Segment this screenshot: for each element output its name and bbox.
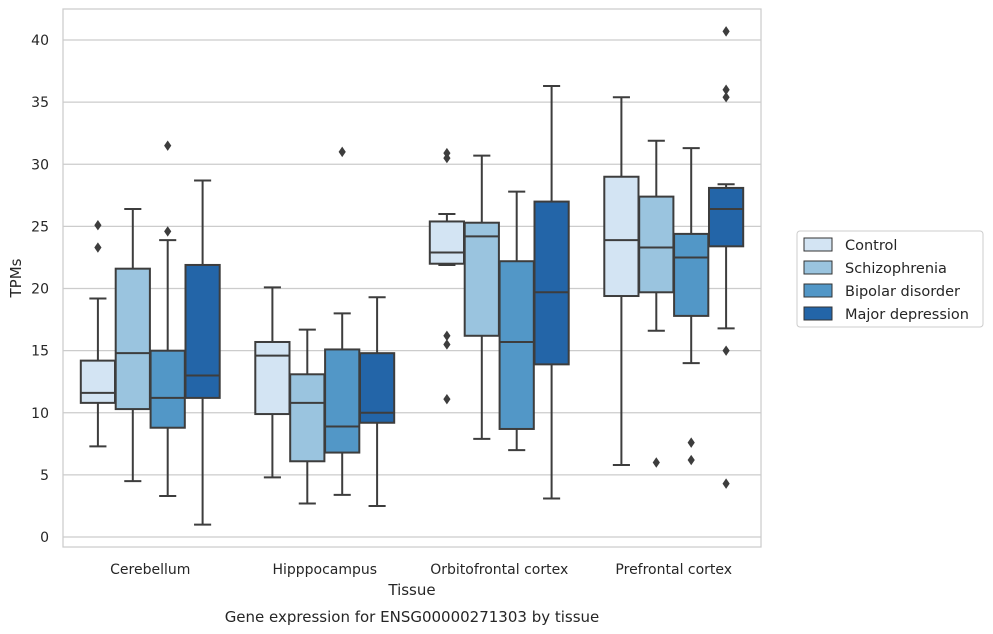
box-control	[254, 286, 291, 479]
box-bipolar-disorder	[498, 190, 535, 452]
legend: Control Schizophrenia Bipolar disorder M…	[796, 230, 984, 328]
box-control	[603, 96, 640, 466]
box-schizophrenia	[463, 154, 500, 440]
box-iqr	[149, 349, 186, 429]
legend-swatch-schizophrenia	[803, 260, 833, 275]
x-axis-title: Tissue	[387, 581, 435, 599]
y-tick-label: 35	[31, 95, 49, 111]
box-control	[428, 147, 466, 405]
y-tick-label: 15	[31, 344, 49, 360]
outlier-point	[722, 92, 730, 103]
box-bipolar-disorder	[673, 147, 710, 466]
box-iqr	[463, 221, 500, 337]
box-iqr	[707, 186, 745, 248]
box-iqr	[114, 267, 151, 411]
box-iqr	[428, 220, 466, 265]
legend-swatch-bipolar-disorder	[803, 283, 833, 298]
box-iqr	[533, 200, 570, 366]
box-iqr	[324, 348, 361, 454]
box-iqr	[498, 260, 535, 430]
legend-frame	[796, 230, 984, 328]
y-tick-label: 25	[31, 219, 49, 235]
box-major-depression	[184, 179, 221, 526]
outlier-point	[94, 242, 102, 253]
outlier-point	[722, 478, 730, 489]
box-iqr	[358, 352, 396, 424]
legend-label-control: Control	[845, 238, 897, 254]
box-iqr	[79, 359, 117, 404]
box-schizophrenia	[289, 328, 326, 505]
outlier-point	[164, 140, 172, 151]
box-schizophrenia	[638, 139, 675, 468]
outlier-point	[687, 454, 695, 466]
outlier-point	[722, 345, 730, 356]
y-tick-label: 10	[31, 406, 49, 422]
outlier-point	[443, 393, 451, 405]
box-schizophrenia	[114, 208, 151, 483]
y-axis-title: TPMs	[7, 258, 25, 298]
outlier-point	[164, 226, 172, 237]
box-iqr	[673, 232, 710, 317]
box-iqr	[638, 195, 675, 294]
box-iqr	[254, 340, 291, 416]
x-tick-labels: Cerebellum Hipppocampus Orbitofrontal cort…	[110, 562, 732, 578]
y-tick-label: 40	[31, 33, 49, 49]
y-tick-label: 30	[31, 157, 49, 173]
outlier-point	[652, 457, 660, 468]
figure-caption: Gene expression for ENSG00000271303 by t…	[225, 608, 600, 626]
x-tick-label: Cerebellum	[110, 562, 190, 578]
outlier-point	[338, 146, 346, 158]
legend-label-schizophrenia: Schizophrenia	[845, 261, 947, 277]
x-tick-label: Hipppocampus	[272, 562, 377, 578]
box-major-depression	[707, 26, 745, 489]
box-bipolar-disorder	[324, 146, 361, 496]
y-tick-labels: 0 5 10 15 20 25 30 35 40	[31, 33, 49, 546]
box-layer	[79, 26, 745, 526]
outlier-point	[443, 330, 451, 341]
outlier-point	[443, 339, 451, 350]
y-tick-label: 5	[40, 468, 49, 484]
box-major-depression	[358, 296, 396, 507]
box-major-depression	[533, 85, 570, 500]
legend-label-bipolar-disorder: Bipolar disorder	[845, 284, 960, 300]
outlier-point	[443, 152, 451, 164]
box-iqr	[603, 175, 640, 298]
plot-frame	[62, 8, 762, 548]
box-bipolar-disorder	[149, 140, 186, 498]
x-tick-label: Orbitofrontal cortex	[430, 562, 568, 578]
box-iqr	[184, 263, 221, 399]
legend-swatch-major-depression	[803, 306, 833, 321]
legend-label-major-depression: Major depression	[845, 307, 969, 323]
y-tick-label: 0	[40, 530, 49, 546]
outlier-point	[687, 437, 695, 448]
legend-swatch-control	[803, 237, 833, 252]
outlier-point	[94, 219, 102, 231]
outlier-point	[722, 84, 730, 95]
box-iqr	[289, 373, 326, 463]
outlier-point	[722, 26, 730, 37]
y-tick-label: 20	[31, 282, 49, 298]
x-tick-label: Prefrontal cortex	[615, 562, 732, 578]
